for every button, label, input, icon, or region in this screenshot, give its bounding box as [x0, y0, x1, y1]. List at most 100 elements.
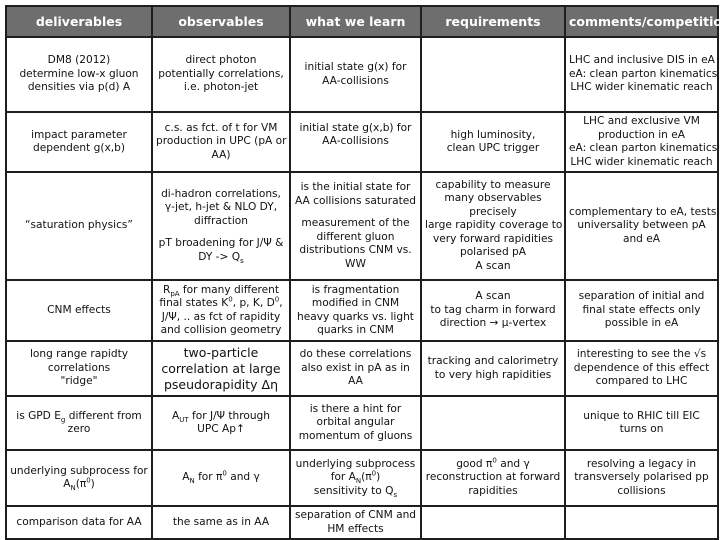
- cell-line: the same as in AA: [172, 515, 270, 528]
- cell-requirement: good π0 and γ reconstruction at forward ra…: [420, 449, 566, 507]
- superscript: 0: [492, 456, 497, 465]
- cell-line: eA: clean parton kinematics: [569, 67, 718, 80]
- cell-line: UPC Ap↑: [197, 423, 245, 435]
- table-body: DM8 (2012) determine low-x gluon densities…: [5, 36, 719, 540]
- cell-line: LHC and inclusive DIS in eA: [569, 54, 715, 67]
- cell-what-we-learn: separation of CNM and HM effects: [289, 505, 422, 540]
- header-what-we-learn: what we learn: [289, 5, 422, 38]
- cell-line: very forward rapidities: [432, 232, 554, 245]
- cell-line: and collision geometry: [160, 324, 282, 336]
- cell-line: DY -> Qs: [198, 250, 244, 265]
- cell-deliverable: CNM effects: [5, 279, 153, 342]
- cell-comment: complementary to eA, tests universality b…: [564, 171, 719, 281]
- cell-line: sensitivity to Qs: [313, 484, 398, 499]
- cell-line: quarks in CNM: [317, 324, 394, 336]
- cell-line: rapidities: [468, 484, 518, 497]
- table-row: is GPD Eg different from zero AUT for J/Ψ …: [5, 395, 719, 451]
- cell-comment: interesting to see the √s dependence of t…: [564, 340, 719, 397]
- subscript: N: [355, 477, 362, 486]
- cell-line: is the initial state for: [300, 181, 411, 193]
- cell-line: orbital angular: [316, 416, 395, 429]
- cell-line: LHC wider kinematic reach: [570, 155, 713, 168]
- header-comments-competition: comments/competition: [564, 5, 720, 38]
- cell-line: is there a hint for: [309, 402, 402, 415]
- cell-line: distributions CNM vs.: [299, 244, 412, 256]
- superscript: 0: [228, 295, 233, 304]
- cell-requirement: capability to measure many observables pre…: [420, 171, 566, 281]
- cell-requirement: high luminosity, clean UPC trigger: [420, 111, 566, 173]
- cell-comment: resolving a legacy in transversely polari…: [564, 449, 719, 507]
- cell-line: possible in eA: [604, 317, 679, 330]
- cell-requirement: [420, 505, 566, 540]
- cell-requirement: [420, 395, 566, 451]
- cell-requirement: A scan to tag charm in forward direction →…: [420, 279, 566, 342]
- cell-line: different gluon: [316, 230, 395, 243]
- cell-line: AUT for J/Ψ through: [172, 409, 270, 424]
- table-row: “saturation physics” di-hadron correlatio…: [5, 171, 719, 281]
- subscript: N: [70, 484, 76, 493]
- cell-line: good π0 and γ: [456, 456, 530, 470]
- cell-line: for AN(π0): [330, 469, 381, 486]
- cell-line: production in eA: [597, 128, 686, 141]
- cell-line: and eA: [622, 232, 661, 245]
- cell-line: CNM effects: [47, 303, 111, 316]
- cell-line: AN for π0 and γ: [182, 469, 260, 486]
- cell-line: pseudorapidity Δη: [163, 376, 278, 392]
- cell-line: γ-jet, h-jet & NLO DY,: [164, 201, 278, 214]
- cell-line: polarised pA: [459, 246, 527, 259]
- cell-requirement: [420, 36, 566, 113]
- cell-line: impact parameter: [31, 128, 127, 141]
- cell-line: final states K0, p, K, D0,: [159, 295, 283, 309]
- cell-line: underlying subprocess: [295, 457, 416, 470]
- cell-line: A scan: [475, 290, 511, 303]
- subscript: s: [393, 490, 398, 499]
- superscript: 0: [371, 469, 377, 478]
- table-row: DM8 (2012) determine low-x gluon densities…: [5, 36, 719, 113]
- cell-what-we-learn: is there a hint for orbital angular moment…: [289, 395, 422, 451]
- cell-line: diffraction: [194, 214, 248, 227]
- cell-line: zero: [67, 423, 91, 435]
- cell-line: “saturation physics”: [25, 219, 133, 232]
- cell-line: final state effects only: [582, 303, 701, 316]
- cell-line: heavy quarks vs. light: [297, 310, 414, 323]
- cell-line: unique to RHIC till EIC: [583, 409, 700, 422]
- cell-line: is GPD Eg different from: [16, 409, 142, 424]
- cell-comment: [564, 505, 719, 540]
- cell-observable: AUT for J/Ψ through UPC Ap↑: [151, 395, 291, 451]
- cell-line: momentum of gluons: [298, 429, 413, 442]
- cell-line: high luminosity,: [450, 128, 536, 141]
- cell-line: RpA for many different: [162, 283, 280, 298]
- header-row: deliverables observables what we learn r…: [5, 5, 720, 38]
- cell-deliverable: “saturation physics”: [5, 171, 153, 281]
- cell-line: production in UPC (pA or: [156, 135, 287, 148]
- cell-line: "ridge": [60, 375, 98, 388]
- cell-line: capability to measure: [435, 178, 551, 191]
- cell-line: direct photon: [185, 54, 257, 67]
- cell-line: do these correlations: [299, 348, 412, 361]
- cell-line: J/Ψ, .. as fct of rapidity: [161, 310, 281, 323]
- subscript: UT: [179, 415, 189, 424]
- cell-observable: direct photon potentially correlations, i.…: [151, 36, 291, 113]
- cell-line: densities via p(d) A: [27, 81, 131, 94]
- cell-line: AA): [211, 148, 231, 161]
- cell-deliverable: DM8 (2012) determine low-x gluon densities…: [5, 36, 153, 113]
- cell-line: correlations: [47, 361, 111, 374]
- cell-line: initial state g(x,b) for: [299, 121, 412, 134]
- cell-line: di-hadron correlations,: [161, 187, 281, 200]
- cell-line: clean UPC trigger: [446, 142, 540, 154]
- cell-line: long range rapidty: [29, 348, 129, 361]
- cell-comment: LHC and exclusive VM production in eA eA: …: [564, 111, 719, 173]
- superscript: 0: [86, 476, 91, 485]
- subscript: s: [240, 256, 244, 265]
- header-requirements: requirements: [420, 5, 566, 38]
- cell-what-we-learn: initial state g(x) for AA-collisions: [289, 36, 422, 113]
- cell-what-we-learn: is fragmentation modified in CNM heavy qua…: [289, 279, 422, 342]
- cell-line: tracking and calorimetry: [427, 355, 559, 367]
- subscript: g: [60, 415, 66, 424]
- cell-deliverable: is GPD Eg different from zero: [5, 395, 153, 451]
- cell-observable: two-particle correlation at large pseudora…: [151, 340, 291, 397]
- cell-line: to tag charm in forward: [430, 303, 556, 316]
- cell-deliverable: impact parameter dependent g(x,b): [5, 111, 153, 173]
- cell-deliverable: comparison data for AA: [5, 505, 153, 540]
- cell-what-we-learn: initial state g(x,b) for AA-collisions: [289, 111, 422, 173]
